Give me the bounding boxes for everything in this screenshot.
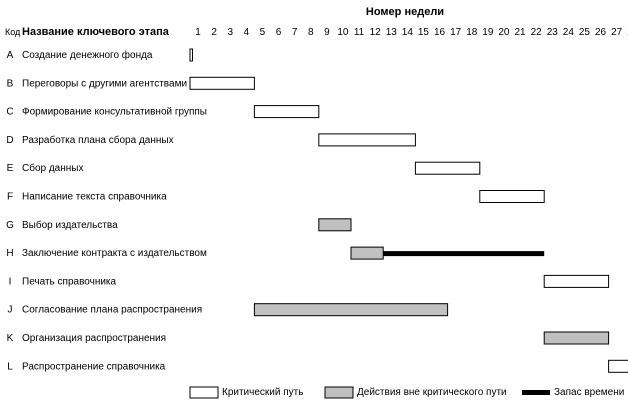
task-code-i: I	[9, 276, 12, 287]
task-bar-e	[414, 161, 481, 175]
task-code-c: C	[6, 107, 13, 118]
week-tick-label: 24	[563, 27, 575, 38]
task-name-l: Распространение справочника	[22, 361, 166, 372]
week-tick-label: 14	[402, 27, 414, 38]
task-code-e: E	[7, 163, 14, 174]
week-tick-label: 1	[195, 27, 201, 38]
task-name-c: Формирование консультативной группы	[22, 107, 207, 118]
task-code-f: F	[7, 192, 13, 203]
week-tick-label: 17	[450, 27, 462, 38]
legend-noncritical-swatch	[324, 386, 354, 399]
week-tick-label: 16	[434, 27, 446, 38]
stage-column-header: Название ключевого этапа	[22, 26, 170, 38]
task-bar-g	[318, 218, 352, 232]
task-name-h: Заключение контракта с издательством	[22, 248, 207, 259]
week-tick-label: 26	[595, 27, 607, 38]
legend-slack-label: Запас времени	[554, 387, 624, 398]
week-tick-label: 11	[354, 27, 365, 38]
week-tick-label: 12	[370, 27, 382, 38]
legend-slack-swatch	[522, 390, 550, 395]
week-tick-label: 3	[227, 27, 233, 38]
task-bar-d	[318, 133, 416, 147]
week-tick-label: 4	[244, 27, 250, 38]
task-name-e: Сбор данных	[22, 162, 83, 174]
task-name-a: Создание денежного фонда	[22, 49, 153, 61]
task-bar-c	[253, 105, 320, 119]
task-bar-i	[543, 274, 610, 288]
task-name-d: Разработка плана сбора данных	[22, 134, 174, 146]
code-column-header: Код	[5, 27, 21, 37]
week-tick-label: 10	[337, 27, 349, 38]
week-tick-label: 20	[498, 27, 510, 38]
task-bar-j	[253, 303, 449, 317]
task-name-b: Переговоры с другими агентствами	[22, 78, 187, 89]
task-bar-b	[189, 76, 255, 90]
week-tick-label: 22	[531, 27, 543, 38]
week-tick-label: 21	[514, 27, 526, 38]
task-code-b: B	[7, 78, 14, 89]
legend-critical-swatch	[189, 386, 219, 399]
week-tick-label: 6	[276, 27, 282, 38]
task-code-l: L	[7, 361, 13, 372]
week-tick-label: 19	[482, 27, 494, 38]
week-tick-label: 25	[579, 27, 591, 38]
task-name-i: Печать справочника	[22, 276, 117, 287]
task-name-f: Написание текста справочника	[22, 192, 167, 203]
week-header-title: Номер недели	[366, 6, 444, 18]
task-code-d: D	[6, 135, 13, 146]
week-tick-label: 5	[260, 27, 266, 38]
task-bar-f	[479, 190, 545, 203]
task-code-a: A	[7, 50, 14, 61]
week-tick-label: 27	[611, 27, 623, 38]
task-code-j: J	[8, 305, 13, 316]
task-bar-h	[350, 246, 384, 260]
week-tick-label: 9	[324, 27, 330, 38]
task-code-k: K	[7, 333, 14, 344]
task-code-g: G	[6, 220, 14, 231]
task-code-h: H	[6, 248, 13, 259]
task-name-g: Выбор издательства	[22, 219, 118, 231]
legend-noncritical-label: Действия вне критического пути	[357, 387, 507, 398]
week-tick-label: 18	[466, 27, 478, 38]
week-tick-label: 15	[418, 27, 430, 38]
week-tick-label: 8	[308, 27, 314, 38]
week-tick-label: 13	[386, 27, 398, 38]
task-name-j: Согласование плана распространения	[22, 305, 202, 316]
week-tick-label: 7	[292, 27, 298, 38]
task-bar-a	[189, 48, 193, 62]
week-tick-label: 23	[547, 27, 559, 38]
task-name-k: Организация распространения	[22, 333, 166, 344]
task-bar-l	[608, 359, 628, 373]
week-tick-label: 2	[211, 27, 217, 38]
task-slack-bar-h	[383, 251, 545, 257]
task-bar-k	[543, 331, 610, 345]
legend-critical-label: Критический путь	[222, 387, 303, 398]
